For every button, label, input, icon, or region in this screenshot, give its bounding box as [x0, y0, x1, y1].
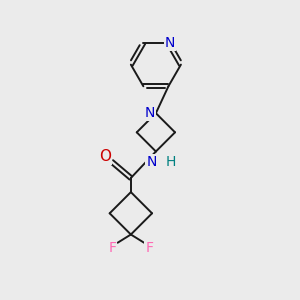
- Text: N: N: [146, 155, 157, 169]
- Text: O: O: [99, 149, 111, 164]
- Text: N: N: [165, 36, 175, 50]
- Text: N: N: [144, 106, 154, 120]
- Text: F: F: [146, 241, 153, 255]
- Text: F: F: [108, 241, 116, 255]
- Text: H: H: [166, 155, 176, 169]
